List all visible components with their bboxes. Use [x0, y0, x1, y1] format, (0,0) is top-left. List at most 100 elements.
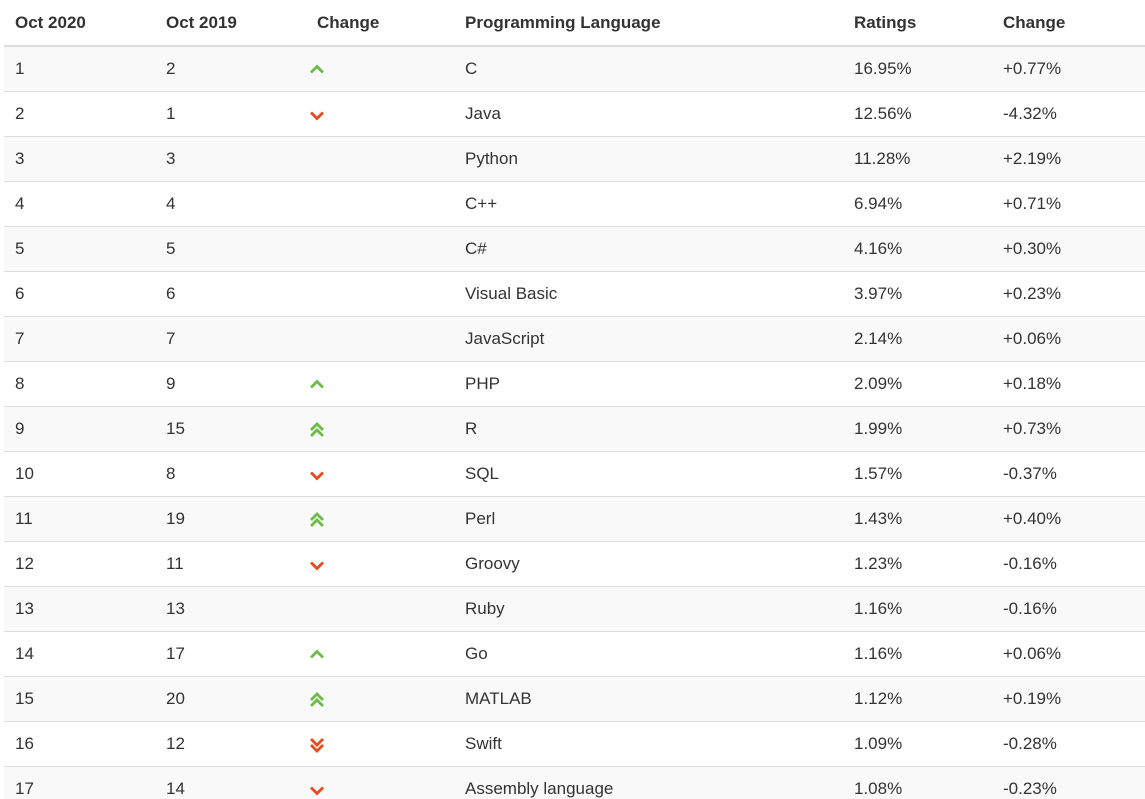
rating-change: -0.16% — [992, 586, 1145, 632]
table-row: 2 1 Java 12.56% -4.32% — [4, 91, 1145, 137]
rank-change-cell — [306, 496, 454, 542]
language-name: Go — [454, 631, 843, 677]
rank-oct-2020: 12 — [4, 541, 155, 587]
rank-change-cell — [306, 451, 454, 497]
language-name: SQL — [454, 451, 843, 497]
rating-change: -0.16% — [992, 541, 1145, 587]
rank-oct-2019: 12 — [155, 721, 306, 767]
table-row: 3 3 Python 11.28% +2.19% — [4, 136, 1145, 182]
rank-change-cell — [306, 226, 454, 272]
rating-value: 1.12% — [843, 676, 992, 722]
language-name: Swift — [454, 721, 843, 767]
rank-oct-2020: 3 — [4, 136, 155, 182]
language-name: R — [454, 406, 843, 452]
language-name: C — [454, 45, 843, 92]
rank-change-cell — [306, 316, 454, 362]
rank-change-cell — [306, 721, 454, 767]
rank-oct-2020: 4 — [4, 181, 155, 227]
rating-value: 1.09% — [843, 721, 992, 767]
rating-change: +0.71% — [992, 181, 1145, 227]
table-row: 13 13 Ruby 1.16% -0.16% — [4, 586, 1145, 632]
rank-oct-2019: 4 — [155, 181, 306, 227]
header-ratings-change: Change — [992, 0, 1145, 47]
chevron-up-icon — [308, 61, 326, 79]
language-name: PHP — [454, 361, 843, 407]
language-name: Ruby — [454, 586, 843, 632]
table-row: 4 4 C++ 6.94% +0.71% — [4, 181, 1145, 227]
rank-oct-2019: 20 — [155, 676, 306, 722]
rating-change: -0.28% — [992, 721, 1145, 767]
rating-change: +2.19% — [992, 136, 1145, 182]
rating-value: 1.08% — [843, 766, 992, 799]
rank-change-cell — [306, 766, 454, 799]
rank-oct-2020: 11 — [4, 496, 155, 542]
double-chevron-up-icon — [308, 421, 326, 439]
language-name: Perl — [454, 496, 843, 542]
rating-change: +0.77% — [992, 45, 1145, 92]
chevron-down-icon — [308, 556, 326, 574]
table-row: 11 19 Perl 1.43% +0.40% — [4, 496, 1145, 542]
language-name: Visual Basic — [454, 271, 843, 317]
rank-oct-2019: 3 — [155, 136, 306, 182]
rating-change: -4.32% — [992, 91, 1145, 137]
rating-value: 1.57% — [843, 451, 992, 497]
rank-change-cell — [306, 271, 454, 317]
table-row: 6 6 Visual Basic 3.97% +0.23% — [4, 271, 1145, 317]
rank-change-cell — [306, 676, 454, 722]
rank-oct-2020: 2 — [4, 91, 155, 137]
language-name: C++ — [454, 181, 843, 227]
rank-oct-2020: 5 — [4, 226, 155, 272]
rating-value: 6.94% — [843, 181, 992, 227]
chevron-down-icon — [308, 106, 326, 124]
rank-oct-2019: 1 — [155, 91, 306, 137]
header-oct-2019: Oct 2019 — [155, 0, 306, 47]
header-programming-language: Programming Language — [454, 0, 843, 47]
rating-value: 16.95% — [843, 45, 992, 92]
header-row: Oct 2020 Oct 2019 Change Programming Lan… — [4, 0, 1145, 47]
header-oct-2020: Oct 2020 — [4, 0, 155, 47]
rank-change-cell — [306, 91, 454, 137]
rank-oct-2020: 9 — [4, 406, 155, 452]
chevron-down-icon — [308, 781, 326, 799]
rank-change-cell — [306, 361, 454, 407]
language-name: Python — [454, 136, 843, 182]
table-row: 10 8 SQL 1.57% -0.37% — [4, 451, 1145, 497]
rank-oct-2019: 15 — [155, 406, 306, 452]
language-name: Groovy — [454, 541, 843, 587]
rating-value: 1.99% — [843, 406, 992, 452]
rank-oct-2020: 13 — [4, 586, 155, 632]
rating-value: 1.16% — [843, 631, 992, 677]
rank-change-cell — [306, 45, 454, 92]
rating-change: +0.06% — [992, 316, 1145, 362]
rank-oct-2019: 2 — [155, 45, 306, 92]
language-name: C# — [454, 226, 843, 272]
table-row: 15 20 MATLAB 1.12% +0.19% — [4, 676, 1145, 722]
rating-change: +0.40% — [992, 496, 1145, 542]
rank-change-cell — [306, 541, 454, 587]
rating-value: 11.28% — [843, 136, 992, 182]
rank-change-cell — [306, 181, 454, 227]
rank-oct-2019: 11 — [155, 541, 306, 587]
rating-value: 1.23% — [843, 541, 992, 587]
table-row: 14 17 Go 1.16% +0.06% — [4, 631, 1145, 677]
rank-change-cell — [306, 586, 454, 632]
rating-change: -0.37% — [992, 451, 1145, 497]
chevron-up-icon — [308, 646, 326, 664]
rating-value: 2.09% — [843, 361, 992, 407]
rating-value: 3.97% — [843, 271, 992, 317]
table-row: 17 14 Assembly language 1.08% -0.23% — [4, 766, 1145, 799]
rating-change: -0.23% — [992, 766, 1145, 799]
rank-oct-2020: 14 — [4, 631, 155, 677]
rank-change-cell — [306, 136, 454, 182]
rank-change-cell — [306, 631, 454, 677]
rank-oct-2019: 19 — [155, 496, 306, 542]
header-change: Change — [306, 0, 454, 47]
rating-value: 1.43% — [843, 496, 992, 542]
language-name: MATLAB — [454, 676, 843, 722]
rank-oct-2019: 7 — [155, 316, 306, 362]
table-row: 16 12 Swift 1.09% -0.28% — [4, 721, 1145, 767]
rank-oct-2020: 17 — [4, 766, 155, 799]
rank-oct-2020: 7 — [4, 316, 155, 362]
table-header: Oct 2020 Oct 2019 Change Programming Lan… — [4, 0, 1145, 47]
